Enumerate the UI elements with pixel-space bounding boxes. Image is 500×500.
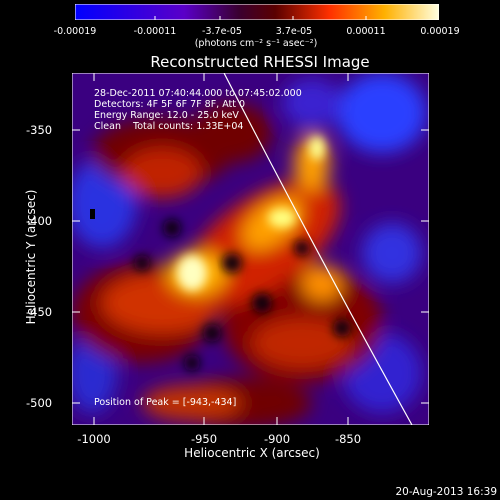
x-tick-label: -850 [334,432,362,446]
y-tick-label: -500 [26,396,53,410]
colorbar-tick: -3.7e-05 [202,26,242,37]
colorbar-tick: 0.00011 [346,26,386,37]
colorbar-tick: 3.7e-05 [275,26,313,37]
timestamp-footer: 20-Aug-2013 16:39 [395,486,497,498]
colorbar-tick: -0.00011 [133,26,177,37]
contour-mark [90,209,95,219]
colorbar-tick: 0.00019 [420,26,460,37]
solar-limb [223,73,413,425]
time-range-text: 28-Dec-2011 07:40:44.000 to 07:45:02.000 [94,88,302,99]
y-tick-label: -400 [26,214,53,228]
colorbar [75,4,439,20]
colorbar-tick: -0.00019 [53,26,97,37]
x-tick-label: -900 [263,432,291,446]
colorbar-units: (photons cm⁻² s⁻¹ asec⁻²) [194,38,318,49]
plot-title: Reconstructed RHESSI Image [150,53,370,71]
peak-position-text: Position of Peak = [-943,-434] [94,397,237,408]
x-tick-label: -1000 [77,432,111,446]
x-tick-label: -950 [190,432,218,446]
y-tick-label: -450 [26,305,53,319]
x-axis-label: Heliocentric X (arcsec) [184,446,320,460]
clean-counts-text: Clean Total counts: 1.33E+04 [94,121,244,132]
rhessi-image [72,73,429,425]
energy-range-text: Energy Range: 12.0 - 25.0 keV [94,110,239,121]
y-tick-label: -350 [26,123,53,137]
detectors-text: Detectors: 4F 5F 6F 7F 8F, Att 0 [94,99,246,110]
